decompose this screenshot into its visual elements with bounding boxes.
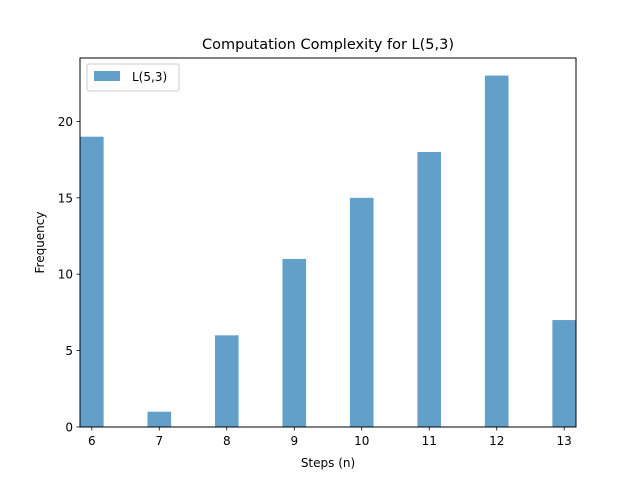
x-tick-label: 12: [489, 434, 504, 448]
y-tick-label: 5: [65, 344, 73, 358]
bar-13: [552, 320, 576, 427]
x-axis-label: Steps (n): [301, 456, 355, 470]
bars-group: [80, 75, 576, 428]
x-tick-label: 8: [223, 434, 231, 448]
x-tick-label: 6: [88, 434, 96, 448]
y-tick-label: 15: [58, 191, 73, 205]
x-tick-label: 10: [354, 434, 369, 448]
x-tick-label: 11: [422, 434, 437, 448]
bar-6: [80, 136, 104, 427]
x-axis: 6 7 8 9 10 11 12 13: [88, 427, 572, 448]
bar-7: [147, 411, 172, 427]
legend-swatch: [94, 71, 120, 81]
legend-box: [86, 63, 180, 92]
bar-9: [282, 258, 307, 427]
y-tick-label: 10: [58, 268, 73, 282]
y-axis-label: Frequency: [33, 212, 47, 274]
plot-frame: [79, 57, 577, 428]
bar-8: [214, 335, 239, 427]
y-tick-label: 0: [65, 421, 73, 435]
x-tick-label: 7: [155, 434, 163, 448]
y-axis: 0 5 10 15 20: [58, 115, 80, 435]
legend-label: L(5,3): [132, 70, 167, 84]
x-tick-label: 9: [290, 434, 298, 448]
chart-title: Computation Complexity for L(5,3): [202, 37, 454, 53]
bar-10: [349, 197, 374, 427]
y-tick-label: 20: [58, 115, 73, 129]
x-tick-label: 13: [557, 434, 572, 448]
bar-12: [484, 75, 509, 428]
legend: L(5,3): [86, 63, 180, 92]
bar-11: [417, 151, 442, 428]
